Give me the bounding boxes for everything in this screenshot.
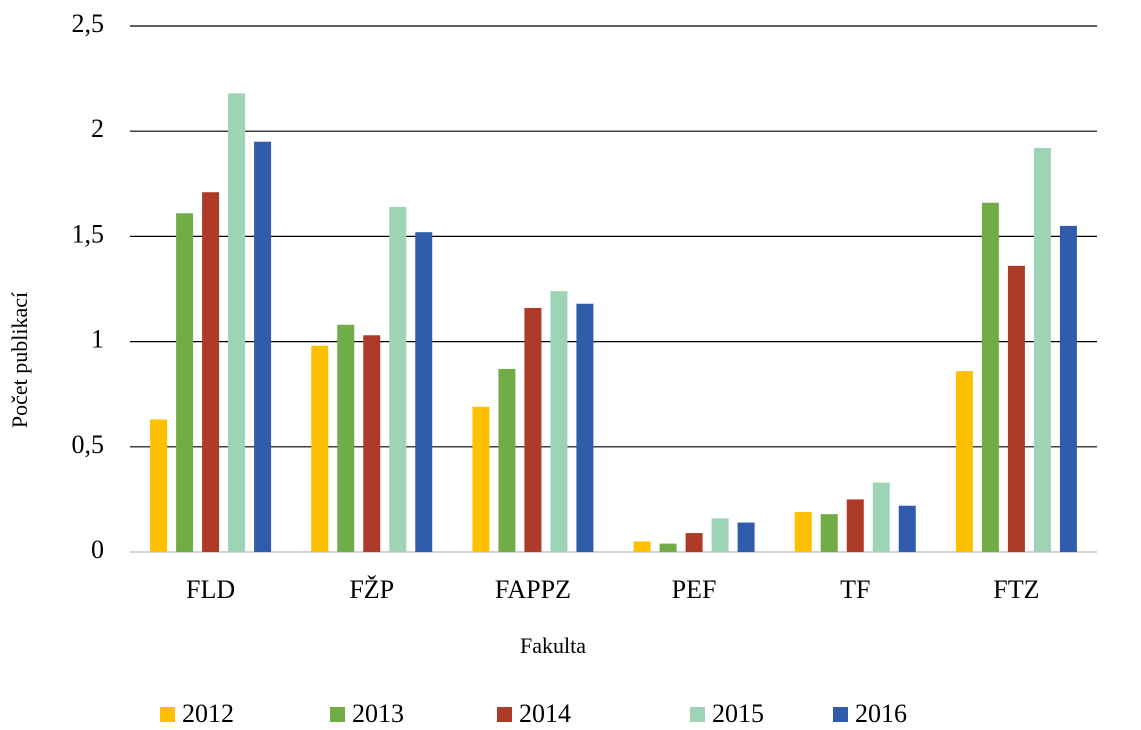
bar <box>981 202 999 552</box>
bar <box>150 419 168 552</box>
bar <box>711 518 729 552</box>
x-axis-label: Fakulta <box>520 633 586 658</box>
legend-label: 2013 <box>352 699 404 728</box>
x-tick-label: FAPPZ <box>495 575 571 604</box>
x-tick-label: PEF <box>672 575 717 604</box>
legend-label: 2016 <box>855 699 907 728</box>
bar <box>550 291 568 552</box>
legend-swatch <box>497 707 512 722</box>
x-tick-label: FLD <box>186 575 235 604</box>
bar <box>472 406 490 552</box>
bar <box>872 482 890 552</box>
bar <box>337 324 355 552</box>
bar <box>737 522 755 552</box>
y-tick-label: 0 <box>91 535 104 564</box>
y-tick-label: 0,5 <box>72 430 105 459</box>
bar <box>659 543 677 552</box>
bar <box>1033 148 1051 553</box>
bar <box>1059 225 1077 552</box>
x-tick-label: TF <box>840 575 870 604</box>
bar <box>524 307 542 552</box>
legend-swatch <box>690 707 705 722</box>
bar <box>363 335 381 552</box>
bar <box>176 213 194 553</box>
bar <box>846 499 864 552</box>
legend-swatch <box>833 707 848 722</box>
bar <box>311 345 329 552</box>
bar <box>898 505 916 552</box>
y-tick-label: 1 <box>91 325 104 354</box>
bar <box>202 192 220 552</box>
bar <box>820 514 838 552</box>
bar <box>576 303 594 552</box>
bar <box>498 368 516 552</box>
bar <box>794 512 812 552</box>
x-tick-label: FTZ <box>993 575 1039 604</box>
bar <box>955 371 973 552</box>
bar <box>415 232 433 552</box>
y-axis-label: Počet publikací <box>7 292 32 428</box>
legend-label: 2012 <box>182 699 234 728</box>
bar <box>389 206 407 552</box>
x-tick-label: FŽP <box>349 575 394 604</box>
bar <box>633 541 651 552</box>
bar <box>228 93 246 552</box>
bar <box>254 141 272 552</box>
legend-label: 2015 <box>712 699 764 728</box>
legend-swatch <box>160 707 175 722</box>
y-tick-label: 2,5 <box>72 9 105 38</box>
bar <box>685 533 703 552</box>
legend-swatch <box>330 707 345 722</box>
y-tick-label: 2 <box>91 114 104 143</box>
bar <box>1007 265 1025 552</box>
y-tick-label: 1,5 <box>72 219 105 248</box>
legend-label: 2014 <box>519 699 571 728</box>
